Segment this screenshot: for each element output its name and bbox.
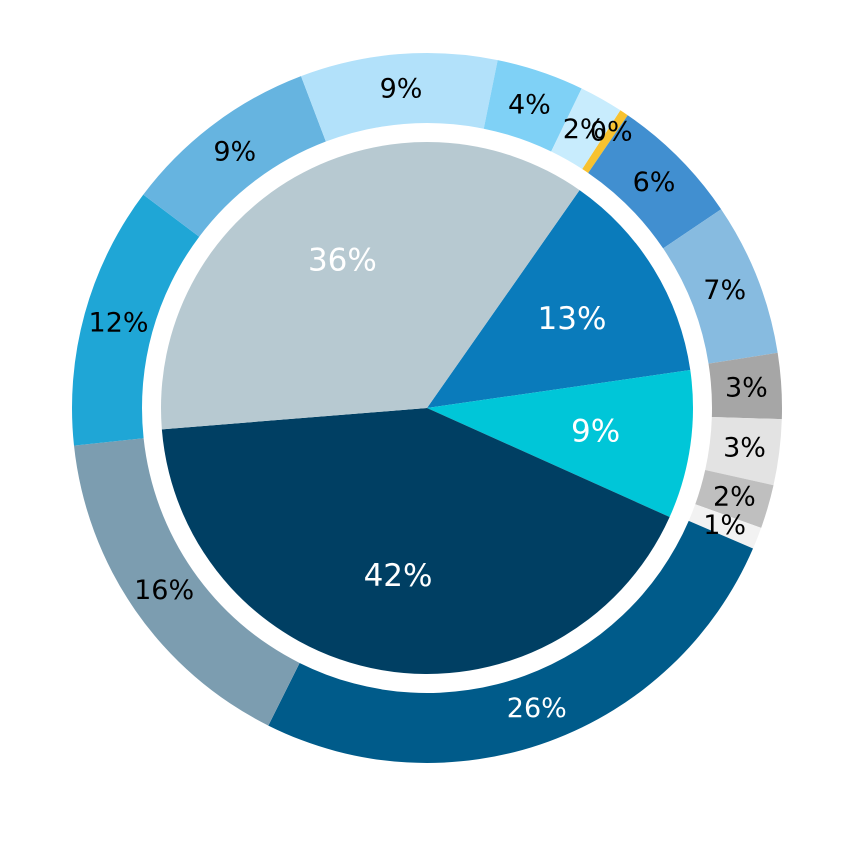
outer-slice bbox=[695, 469, 774, 528]
outer-slice-label: 7% bbox=[703, 275, 746, 306]
outer-slice-label: 12% bbox=[89, 307, 149, 338]
outer-slice-label: 1% bbox=[703, 510, 746, 541]
outer-slice bbox=[551, 88, 621, 169]
outer-slice-label: 3% bbox=[723, 433, 766, 464]
outer-slice bbox=[708, 352, 782, 420]
inner-slice bbox=[427, 190, 691, 408]
outer-slice-label: 3% bbox=[725, 373, 768, 404]
inner-slice-label: 36% bbox=[308, 242, 377, 278]
outer-slice bbox=[663, 209, 778, 364]
outer-slice-label: 2% bbox=[713, 481, 756, 512]
outer-slice-label: 9% bbox=[213, 137, 256, 168]
inner-slice bbox=[160, 142, 580, 430]
inner-slice bbox=[427, 370, 693, 518]
inner-slice-label: 42% bbox=[364, 558, 433, 594]
outer-slice bbox=[483, 60, 582, 152]
inner-pie bbox=[160, 142, 693, 675]
outer-slice bbox=[582, 110, 628, 173]
outer-slice-label: 16% bbox=[134, 575, 194, 606]
outer-slice-label: 4% bbox=[508, 89, 551, 120]
outer-slice bbox=[588, 115, 722, 249]
outer-slice bbox=[73, 438, 300, 726]
outer-slice-label: 2% bbox=[563, 114, 606, 145]
inner-slice bbox=[161, 408, 670, 675]
outer-slice bbox=[268, 520, 754, 764]
outer-slice-label: 26% bbox=[507, 693, 567, 724]
outer-slice bbox=[71, 194, 200, 446]
outer-slice-label: 6% bbox=[633, 167, 676, 198]
inner-slice-label: 9% bbox=[571, 414, 620, 450]
outer-ring bbox=[71, 53, 782, 764]
outer-slice bbox=[688, 504, 762, 549]
outer-slice bbox=[143, 76, 326, 237]
outer-slice bbox=[301, 53, 498, 142]
outer-slice bbox=[705, 416, 782, 486]
outer-slice-label: 9% bbox=[380, 74, 423, 105]
outer-slice-label: 0% bbox=[590, 116, 633, 147]
slice-labels: 13%9%42%36%0%6%7%3%3%2%1%26%16%12%9%9%4%… bbox=[89, 74, 768, 725]
inner-slice-label: 13% bbox=[538, 301, 607, 337]
